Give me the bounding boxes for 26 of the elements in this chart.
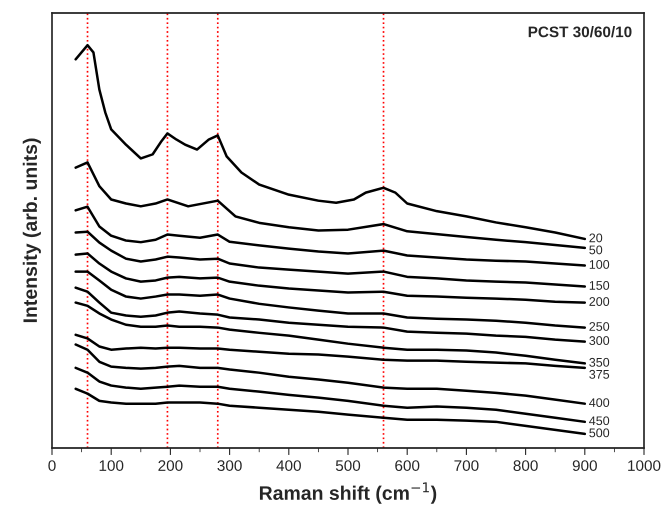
x-axis-title: Raman shift (cm$^{−1}$): [260, 482, 436, 504]
series-label: 375: [589, 370, 610, 379]
series-label: 350: [589, 358, 610, 367]
x-tick-label: 400: [276, 460, 301, 472]
series-label: 150: [590, 280, 610, 290]
y-axis-title: Intensity (arb. units): [22, 138, 41, 322]
x-tick-label: 800: [514, 460, 538, 472]
x-tick-label: 900: [572, 460, 597, 472]
series-label: 300: [589, 336, 610, 346]
x-tick-label: 500: [336, 460, 360, 472]
text: PCST 30/60/10: [528, 26, 632, 38]
series-label: 50: [589, 245, 602, 254]
series-label: 100: [590, 260, 610, 269]
x-tick-label: 1000: [628, 460, 660, 472]
series-label: 20: [589, 233, 602, 242]
series-label: 250: [589, 322, 610, 331]
x-tick-label: 600: [395, 460, 420, 472]
series-label: 450: [589, 416, 610, 426]
series-label: 400: [589, 398, 610, 408]
x-tick-label: 300: [217, 460, 242, 472]
x-tick-label: 700: [454, 460, 479, 472]
x-tick-label: 200: [158, 460, 183, 472]
series-label: 200: [589, 297, 610, 306]
x-tick-label: 0: [48, 460, 56, 472]
series-label: 500: [589, 428, 610, 438]
x-tick-label: 100: [100, 460, 124, 472]
